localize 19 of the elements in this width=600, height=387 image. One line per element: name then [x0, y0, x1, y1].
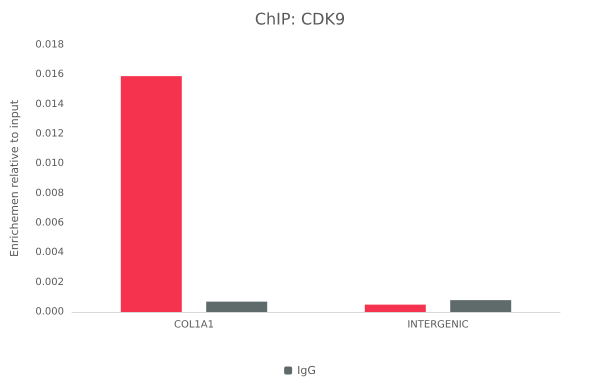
y-tick-label: 0.002: [35, 276, 64, 288]
y-tick-label: 0.000: [35, 306, 64, 318]
bar: [120, 76, 182, 312]
y-tick-label: 0.014: [35, 98, 64, 110]
y-tick-label: 0.004: [35, 247, 64, 258]
y-tick-label: 0.010: [35, 158, 64, 170]
bar: [206, 302, 268, 312]
x-tick-label: INTERGENIC: [407, 320, 469, 330]
y-axis-title: Enrichemen relative to input: [8, 99, 21, 258]
x-tick-label: COL1A1: [174, 320, 214, 330]
bar: [450, 300, 512, 312]
y-tick-label: 0.012: [35, 128, 64, 140]
bar: [364, 304, 426, 312]
y-tick-label: 0.016: [35, 69, 64, 80]
chart-title: ChIP: CDK9: [254, 10, 346, 28]
legend-label: IgG: [297, 364, 316, 377]
y-tick-label: 0.006: [35, 218, 64, 228]
y-tick-label: 0.018: [35, 40, 64, 50]
y-tick-label: 0.008: [35, 188, 64, 199]
